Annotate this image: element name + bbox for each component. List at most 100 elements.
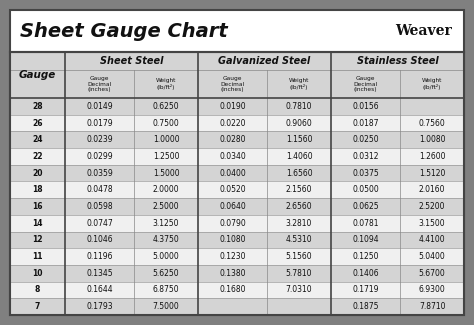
Text: 5.0400: 5.0400 bbox=[419, 252, 446, 261]
Text: 2.5000: 2.5000 bbox=[153, 202, 179, 211]
Text: Gauge
Decimal
(inches): Gauge Decimal (inches) bbox=[220, 76, 245, 92]
Text: 0.0190: 0.0190 bbox=[219, 102, 246, 111]
Text: 0.9060: 0.9060 bbox=[286, 119, 312, 127]
Bar bbox=[10, 231, 464, 248]
Text: 0.0375: 0.0375 bbox=[352, 169, 379, 178]
Text: 6.8750: 6.8750 bbox=[153, 285, 179, 294]
Text: 0.0340: 0.0340 bbox=[219, 152, 246, 161]
Text: 10: 10 bbox=[32, 269, 43, 278]
Text: 0.1719: 0.1719 bbox=[352, 285, 379, 294]
Text: Weight
(lb/ft²): Weight (lb/ft²) bbox=[289, 78, 309, 90]
Bar bbox=[198, 70, 267, 98]
Bar bbox=[10, 198, 464, 215]
Text: 0.0747: 0.0747 bbox=[86, 219, 113, 228]
Bar bbox=[10, 248, 464, 265]
Bar bbox=[65, 70, 134, 98]
Text: Sheet Steel: Sheet Steel bbox=[100, 56, 163, 66]
Text: Gauge: Gauge bbox=[19, 70, 56, 80]
Bar bbox=[10, 52, 464, 315]
Text: 0.1380: 0.1380 bbox=[219, 269, 246, 278]
Bar bbox=[10, 115, 464, 131]
Text: Stainless Steel: Stainless Steel bbox=[356, 56, 438, 66]
Bar bbox=[10, 148, 464, 165]
Text: 6.9300: 6.9300 bbox=[419, 285, 446, 294]
Text: 0.6250: 0.6250 bbox=[153, 102, 179, 111]
Text: 2.0000: 2.0000 bbox=[153, 185, 179, 194]
Text: 24: 24 bbox=[32, 135, 43, 144]
Text: 7.5000: 7.5000 bbox=[153, 302, 180, 311]
Text: 26: 26 bbox=[32, 119, 43, 127]
Text: 4.4100: 4.4100 bbox=[419, 235, 446, 244]
Bar bbox=[10, 131, 464, 148]
Text: 14: 14 bbox=[32, 219, 43, 228]
Text: 1.5120: 1.5120 bbox=[419, 169, 445, 178]
Text: 1.0000: 1.0000 bbox=[153, 135, 179, 144]
Text: Weaver: Weaver bbox=[395, 24, 452, 38]
Bar bbox=[10, 165, 464, 181]
Bar bbox=[134, 70, 198, 98]
Text: 5.0000: 5.0000 bbox=[153, 252, 180, 261]
Text: 0.7560: 0.7560 bbox=[419, 119, 446, 127]
Text: 1.2600: 1.2600 bbox=[419, 152, 446, 161]
Text: 4.3750: 4.3750 bbox=[153, 235, 180, 244]
Text: 5.7810: 5.7810 bbox=[286, 269, 312, 278]
Text: 0.0220: 0.0220 bbox=[219, 119, 246, 127]
Text: 0.0359: 0.0359 bbox=[86, 169, 113, 178]
Bar bbox=[331, 70, 400, 98]
Text: 1.4060: 1.4060 bbox=[286, 152, 312, 161]
Text: Weight
(lb/ft²): Weight (lb/ft²) bbox=[422, 78, 442, 90]
Text: 0.1680: 0.1680 bbox=[219, 285, 246, 294]
Text: 1.1560: 1.1560 bbox=[286, 135, 312, 144]
Text: 0.0187: 0.0187 bbox=[352, 119, 379, 127]
Bar bbox=[267, 70, 331, 98]
Text: 0.0781: 0.0781 bbox=[352, 219, 379, 228]
Text: 3.1250: 3.1250 bbox=[153, 219, 179, 228]
Text: 0.1875: 0.1875 bbox=[352, 302, 379, 311]
Text: 1.6560: 1.6560 bbox=[286, 169, 312, 178]
Text: 0.0179: 0.0179 bbox=[86, 119, 113, 127]
Text: 0.1644: 0.1644 bbox=[86, 285, 113, 294]
Text: 0.1793: 0.1793 bbox=[86, 302, 113, 311]
Text: 2.6560: 2.6560 bbox=[286, 202, 312, 211]
Text: 0.0625: 0.0625 bbox=[352, 202, 379, 211]
Text: 2.1560: 2.1560 bbox=[286, 185, 312, 194]
Text: 0.1196: 0.1196 bbox=[86, 252, 113, 261]
Text: 7.8710: 7.8710 bbox=[419, 302, 446, 311]
Text: 11: 11 bbox=[32, 252, 43, 261]
Text: 0.1230: 0.1230 bbox=[219, 252, 246, 261]
Text: 18: 18 bbox=[32, 185, 43, 194]
Bar bbox=[331, 52, 464, 70]
Text: 0.7500: 0.7500 bbox=[153, 119, 180, 127]
Text: 0.1250: 0.1250 bbox=[352, 252, 379, 261]
Text: Gauge
Decimal
(inches): Gauge Decimal (inches) bbox=[354, 76, 378, 92]
Text: 0.0149: 0.0149 bbox=[86, 102, 113, 111]
Bar bbox=[400, 70, 464, 98]
Text: 20: 20 bbox=[32, 169, 43, 178]
Text: 1.2500: 1.2500 bbox=[153, 152, 179, 161]
Bar bbox=[10, 298, 464, 315]
Text: 3.2810: 3.2810 bbox=[286, 219, 312, 228]
Text: 7.0310: 7.0310 bbox=[286, 285, 312, 294]
Text: 0.0280: 0.0280 bbox=[219, 135, 246, 144]
Text: 3.1500: 3.1500 bbox=[419, 219, 446, 228]
Text: 0.0640: 0.0640 bbox=[219, 202, 246, 211]
Text: 5.6700: 5.6700 bbox=[419, 269, 446, 278]
Text: Weight
(lb/ft²): Weight (lb/ft²) bbox=[156, 78, 176, 90]
Text: Gauge
Decimal
(inches): Gauge Decimal (inches) bbox=[88, 76, 112, 92]
Text: 12: 12 bbox=[32, 235, 43, 244]
Text: 2.5200: 2.5200 bbox=[419, 202, 446, 211]
Text: 0.0598: 0.0598 bbox=[86, 202, 113, 211]
Text: 1.0080: 1.0080 bbox=[419, 135, 446, 144]
Text: 1.5000: 1.5000 bbox=[153, 169, 179, 178]
Text: 0.0790: 0.0790 bbox=[219, 219, 246, 228]
Text: 0.1406: 0.1406 bbox=[352, 269, 379, 278]
Text: 0.0312: 0.0312 bbox=[352, 152, 379, 161]
Bar bbox=[10, 52, 65, 98]
Text: 0.0478: 0.0478 bbox=[86, 185, 113, 194]
Text: 16: 16 bbox=[32, 202, 43, 211]
Text: 0.0250: 0.0250 bbox=[352, 135, 379, 144]
Text: 0.0239: 0.0239 bbox=[86, 135, 113, 144]
Text: Sheet Gauge Chart: Sheet Gauge Chart bbox=[20, 22, 228, 41]
Text: Galvanized Steel: Galvanized Steel bbox=[219, 56, 310, 66]
Text: 7: 7 bbox=[35, 302, 40, 311]
